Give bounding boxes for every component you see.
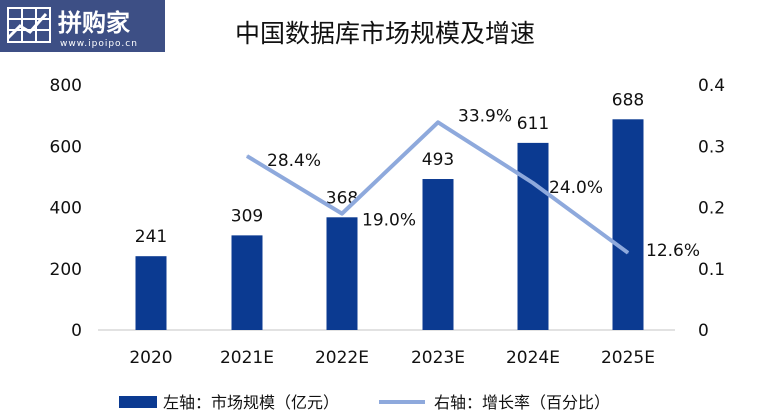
growth-point [246,155,248,157]
left-tick-label: 0 [71,321,82,341]
bar-data-label: 688 [612,90,644,110]
growth-data-label: 24.0% [549,178,603,198]
bar [517,142,549,330]
bar [326,217,358,330]
growth-data-label: 28.4% [267,151,321,171]
line-series: 28.4% 19.0% 33.9% 24.0% 12.6% [245,106,700,261]
right-tick-label: 0.1 [698,260,725,280]
x-tick-label: 2022E [315,348,369,368]
chart-title: 中国数据库市场规模及增速 [235,19,535,48]
right-tick-label: 0 [698,321,709,341]
legend-bar-swatch [119,396,157,408]
left-axis: 0 200 400 600 800 [50,76,82,341]
logo: 拼购家 www.ipoipo.cn [0,0,165,52]
left-tick-label: 600 [50,137,82,157]
right-tick-label: 0.2 [698,199,725,219]
legend: 左轴：市场规模（亿元） 右轴：增长率（百分比） [119,393,610,412]
x-tick-label: 2021E [220,348,274,368]
x-tick-label: 2023E [411,348,465,368]
bar-data-label: 241 [135,227,167,247]
left-tick-label: 800 [50,76,82,96]
growth-data-label: 12.6% [646,241,700,261]
legend-line-label: 右轴：增长率（百分比） [434,393,610,412]
x-tick-label: 2025E [601,348,655,368]
logo-url: www.ipoipo.cn [60,39,138,49]
right-tick-label: 0.3 [698,137,725,157]
growth-data-label: 33.9% [458,106,512,126]
growth-point [532,182,534,184]
right-tick-label: 0.4 [698,76,725,96]
bar [612,119,644,330]
left-tick-label: 400 [50,199,82,219]
growth-data-label: 19.0% [362,211,416,231]
x-tick-label: 2020 [129,348,172,368]
bar [422,179,454,330]
bar-data-label: 309 [231,206,263,226]
left-tick-label: 200 [50,260,82,280]
logo-chart-icon [6,7,51,43]
bar-data-label: 493 [422,150,454,170]
bar [135,256,167,330]
bar-data-label: 611 [517,114,549,134]
x-tick-label: 2024E [506,348,560,368]
right-axis: 0 0.1 0.2 0.3 0.4 [698,76,725,341]
growth-point [437,121,439,123]
growth-point [341,213,343,215]
x-axis: 2020 2021E 2022E 2023E 2024E 2025E [129,348,655,368]
legend-bar-label: 左轴：市场规模（亿元） [163,393,339,412]
bar [231,235,263,330]
logo-brand: 拼购家 [58,9,130,37]
growth-point [627,252,629,254]
